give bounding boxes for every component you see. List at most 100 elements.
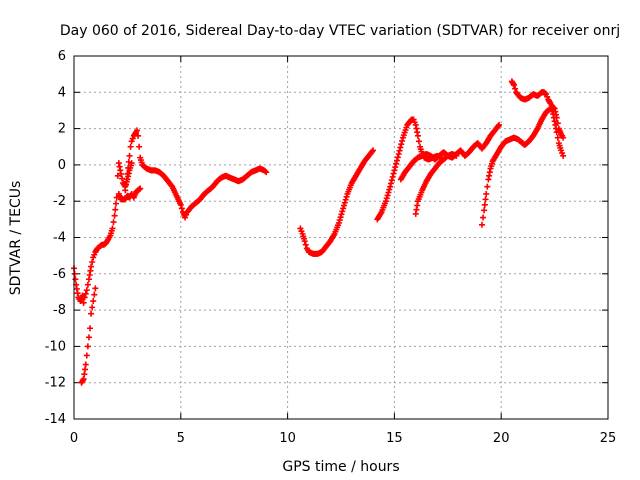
data-point bbox=[88, 263, 95, 270]
data-point bbox=[341, 199, 348, 206]
data-point bbox=[398, 141, 405, 148]
y-tick-label: 6 bbox=[58, 49, 66, 64]
data-point bbox=[392, 164, 399, 171]
x-tick-label: 10 bbox=[279, 431, 296, 446]
data-point bbox=[340, 202, 347, 209]
data-point bbox=[90, 298, 97, 305]
series-segment bbox=[478, 105, 567, 228]
series-segment bbox=[508, 78, 567, 141]
data-point bbox=[135, 132, 142, 139]
data-point bbox=[83, 287, 90, 294]
y-tick-labels: -14 -12 -10 -8 -6 -4 -2 0 2 4 6 bbox=[45, 49, 66, 427]
data-point bbox=[391, 167, 398, 174]
data-point bbox=[481, 207, 488, 214]
data-point bbox=[263, 169, 270, 176]
data-point bbox=[394, 154, 401, 161]
data-point bbox=[395, 151, 402, 158]
data-point bbox=[88, 310, 95, 317]
data-point bbox=[384, 192, 391, 199]
data-point bbox=[137, 185, 144, 192]
ticks bbox=[73, 55, 609, 420]
data-point bbox=[84, 281, 91, 288]
data-point bbox=[387, 180, 394, 187]
data-point bbox=[124, 170, 131, 177]
data-point bbox=[262, 168, 269, 175]
data-point bbox=[113, 200, 120, 207]
data-point bbox=[397, 144, 404, 151]
data-point bbox=[127, 143, 134, 150]
data-point bbox=[125, 164, 132, 171]
data-point bbox=[387, 183, 394, 190]
data-point bbox=[80, 299, 87, 306]
series-segment bbox=[412, 151, 460, 217]
data-point bbox=[393, 160, 400, 167]
y-axis-label: SDTVAR / TECUs bbox=[8, 181, 24, 296]
data-point bbox=[340, 205, 347, 212]
data-point bbox=[91, 291, 98, 298]
data-point bbox=[82, 290, 89, 297]
data-point bbox=[382, 198, 389, 205]
data-point bbox=[369, 148, 376, 155]
data-point bbox=[89, 259, 96, 266]
data-point bbox=[560, 152, 567, 159]
data-point bbox=[82, 361, 89, 368]
data-point bbox=[178, 205, 185, 212]
data-point bbox=[81, 294, 88, 301]
data-point bbox=[453, 152, 460, 159]
grid bbox=[74, 56, 608, 419]
data-point bbox=[110, 219, 117, 226]
data-point bbox=[337, 214, 344, 221]
x-tick-labels: 0 5 10 15 20 25 bbox=[70, 431, 616, 446]
data-point bbox=[390, 170, 397, 177]
data-point bbox=[111, 212, 118, 219]
data-point bbox=[484, 183, 491, 190]
y-tick-label: 0 bbox=[58, 158, 66, 173]
data-point bbox=[92, 285, 99, 292]
y-tick-label: 4 bbox=[58, 85, 66, 100]
data-point bbox=[383, 195, 390, 202]
data-point bbox=[388, 177, 395, 184]
data-point bbox=[478, 221, 485, 228]
data-point bbox=[415, 138, 422, 145]
data-point bbox=[122, 187, 129, 194]
y-tick-label: -8 bbox=[53, 303, 66, 318]
data-point bbox=[301, 238, 308, 245]
data-point bbox=[117, 170, 124, 177]
data-point bbox=[389, 173, 396, 180]
data-point bbox=[83, 352, 90, 359]
data-point bbox=[126, 152, 133, 159]
data-point bbox=[393, 157, 400, 164]
data-point bbox=[125, 158, 132, 165]
data-point bbox=[134, 127, 141, 134]
data-point bbox=[343, 193, 350, 200]
data-point bbox=[114, 172, 121, 179]
series-segment bbox=[297, 147, 377, 257]
data-point bbox=[71, 270, 78, 277]
series-segment bbox=[397, 121, 503, 183]
data-point bbox=[89, 304, 96, 311]
x-axis-label: GPS time / hours bbox=[282, 459, 399, 475]
data-point bbox=[511, 82, 518, 89]
data-point bbox=[84, 343, 91, 350]
y-tick-label: -12 bbox=[45, 376, 66, 391]
data-point bbox=[483, 190, 490, 197]
data-point bbox=[496, 121, 503, 128]
chart-title: Day 060 of 2016, Sidereal Day-to-day VTE… bbox=[60, 23, 620, 39]
x-tick-label: 25 bbox=[600, 431, 617, 446]
y-tick-label: -2 bbox=[53, 194, 66, 209]
data-point bbox=[136, 143, 143, 150]
data-point bbox=[399, 137, 406, 144]
data-point bbox=[302, 241, 309, 248]
data-point bbox=[396, 147, 403, 154]
x-tick-label: 15 bbox=[386, 431, 403, 446]
data-point bbox=[122, 181, 129, 188]
y-tick-label: -4 bbox=[53, 231, 66, 246]
y-tick-label: -14 bbox=[45, 412, 66, 427]
data-point bbox=[87, 325, 94, 332]
data-point bbox=[512, 85, 519, 92]
data-point bbox=[482, 196, 489, 203]
series-segment bbox=[78, 285, 99, 386]
x-tick-label: 20 bbox=[493, 431, 510, 446]
data-point bbox=[495, 123, 502, 130]
